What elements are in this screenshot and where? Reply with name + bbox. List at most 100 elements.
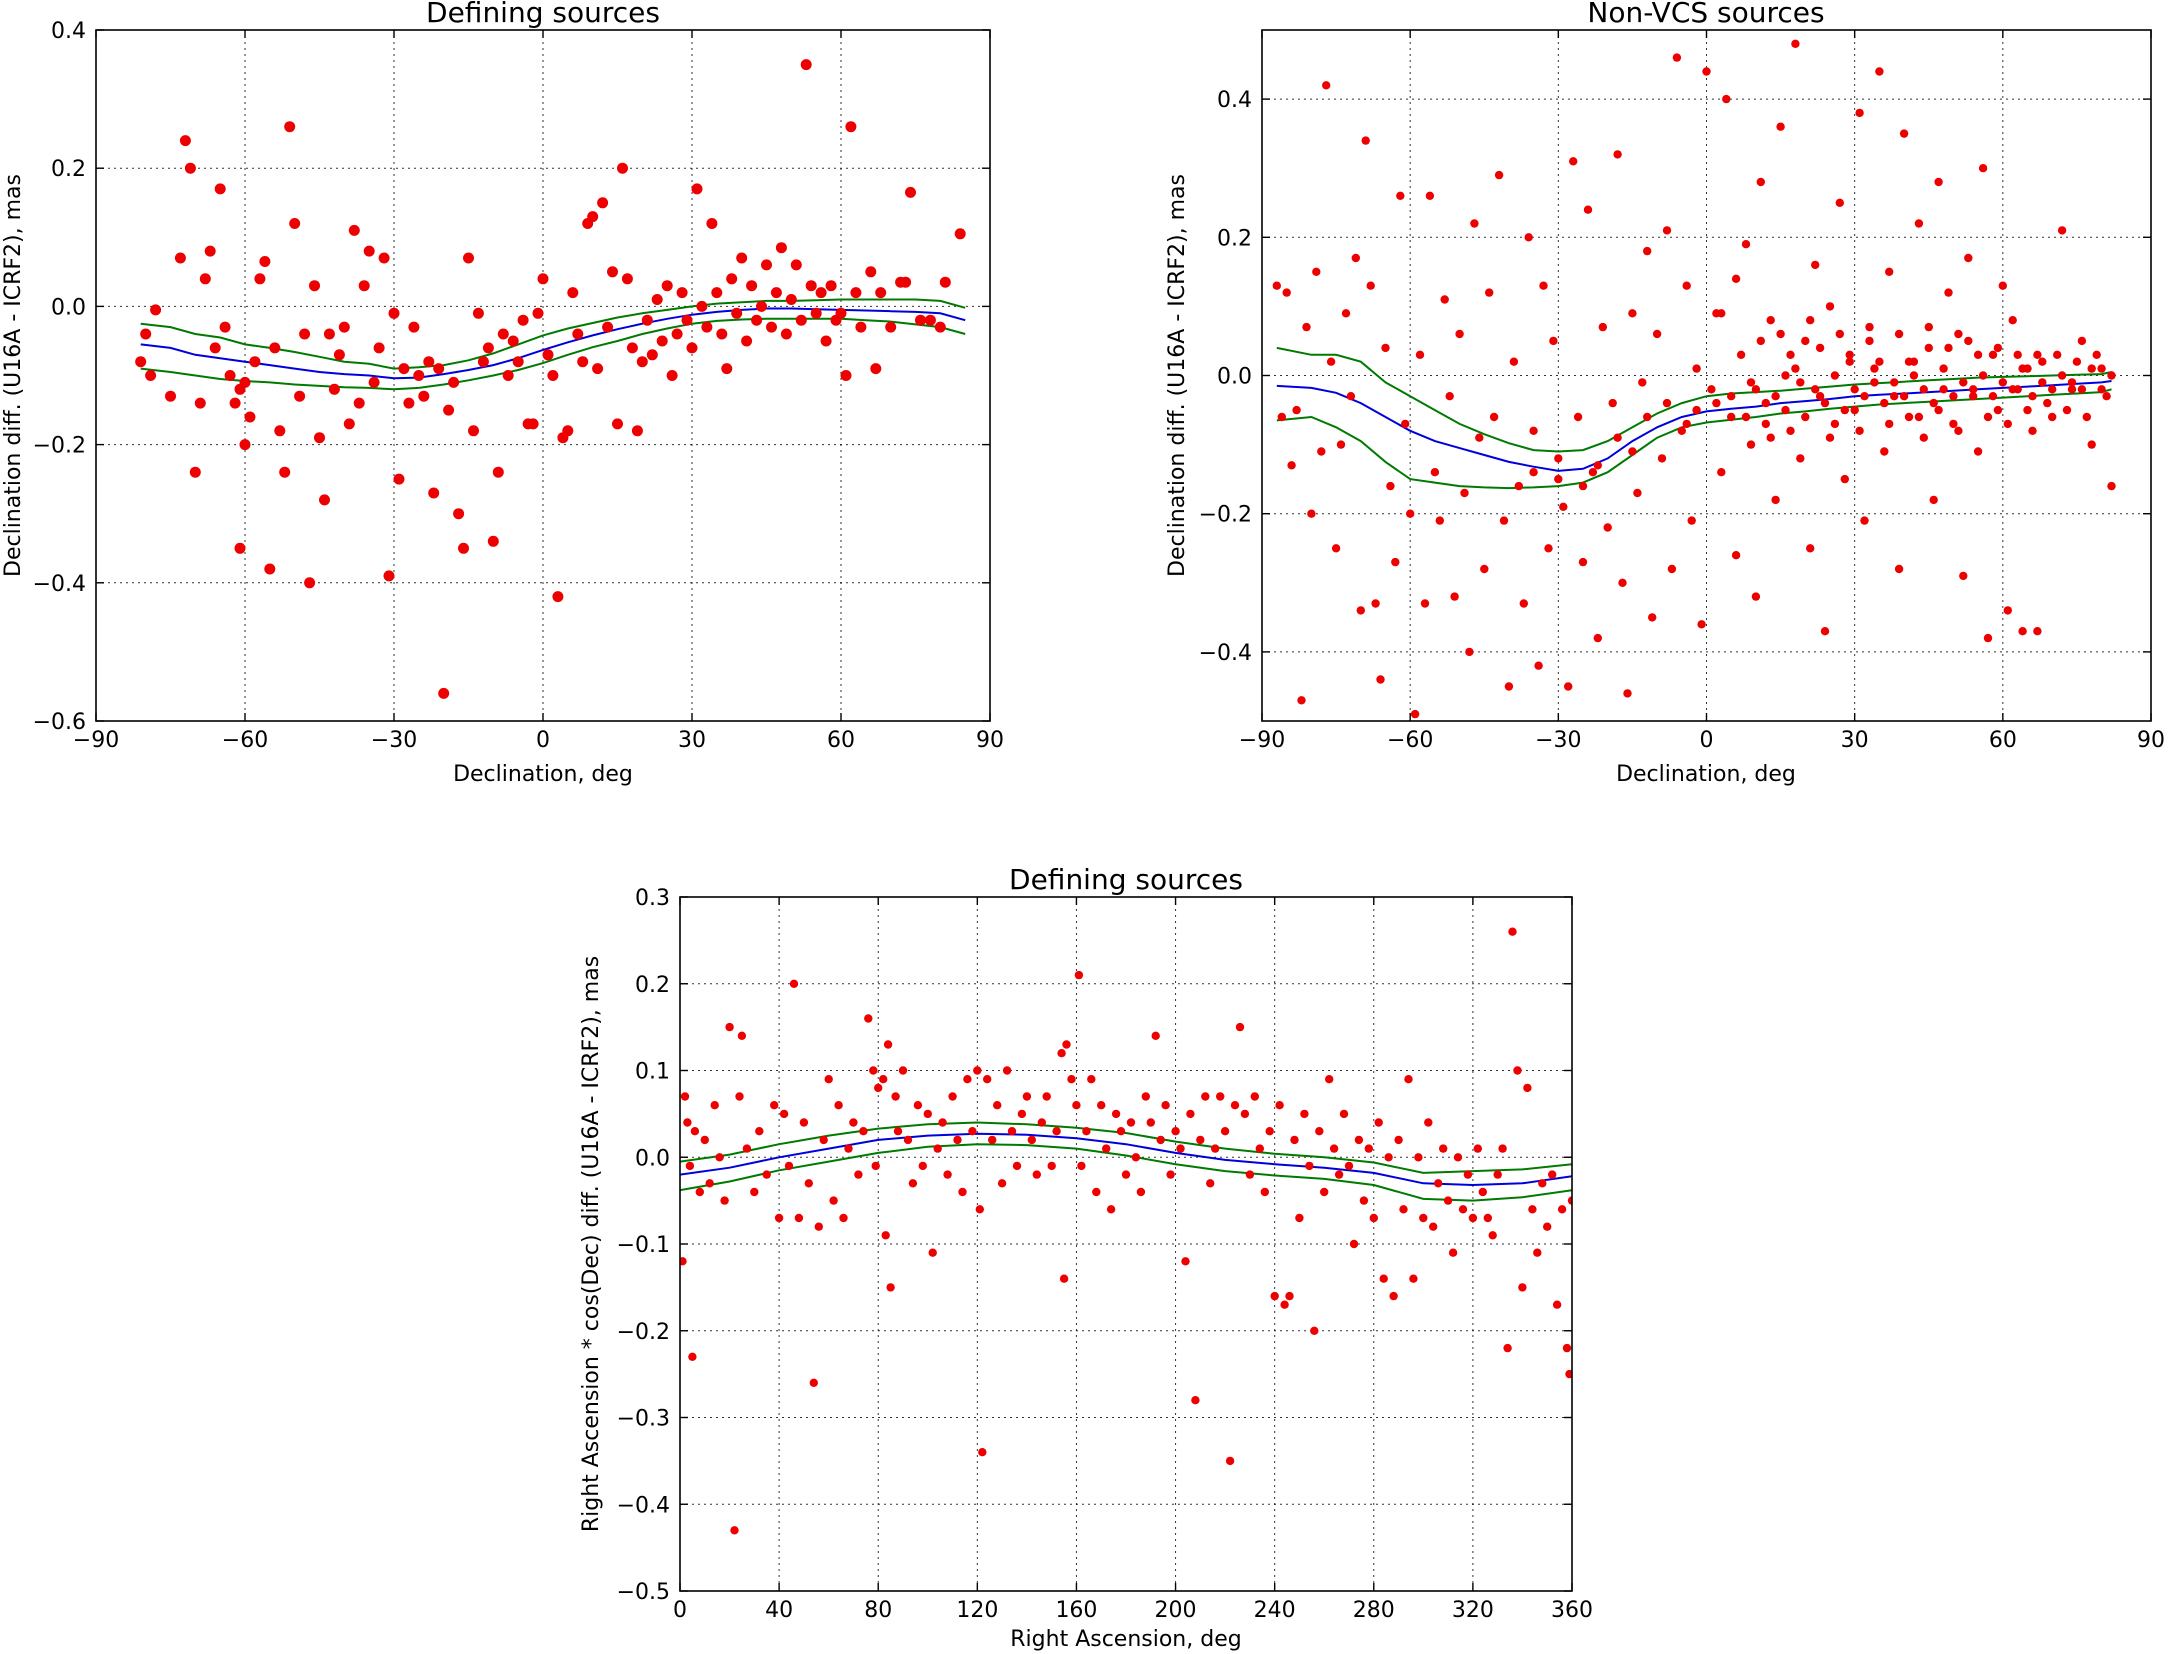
data-point [1544,544,1553,553]
data-point [413,370,425,381]
data-point [1042,1092,1051,1101]
data-point [885,321,897,333]
data-point [244,411,256,423]
data-point [814,1222,823,1231]
data-point [854,1170,863,1179]
data-point [849,1118,858,1127]
data-point [229,397,241,409]
data-point [1578,481,1588,491]
x-tick-label: 90 [2137,728,2165,753]
data-point [762,1170,771,1179]
data-point [1727,412,1736,422]
data-point [903,1135,913,1145]
data-point [1860,392,1869,401]
data-point [701,321,713,333]
data-point [2033,350,2042,359]
data-point [1786,426,1795,435]
data-point [1448,1248,1458,1257]
data-point [1727,392,1736,401]
data-point [859,1127,868,1136]
data-point [1914,219,1924,228]
data-point [1307,509,1316,518]
data-point [1463,1170,1473,1179]
data-point [179,135,191,147]
data-point [1498,1144,1507,1153]
data-point [1552,1300,1562,1309]
data-point [174,252,186,264]
data-point [294,390,306,402]
data-point [746,280,758,292]
upper-bound-line [140,298,966,370]
data-point [865,266,877,278]
data-point [933,1144,942,1153]
data-point [1460,488,1469,498]
data-point [1473,1144,1483,1153]
data-point [1993,343,2003,353]
data-point [264,563,276,575]
plot-area [1272,39,2116,719]
data-point [1489,412,1499,422]
data-point [804,1179,813,1188]
data-point [1983,633,1993,643]
data-point [214,183,226,195]
data-point [1791,39,1800,48]
data-point [1934,177,1943,187]
data-point [1440,295,1449,304]
data-point [597,197,609,209]
data-point [1835,329,1845,339]
data-point [353,397,365,409]
data-point [2023,405,2032,415]
data-point [621,273,633,285]
data-point [913,1101,923,1110]
data-point [472,307,484,319]
x-tick-label: 30 [1841,728,1869,753]
data-point [279,466,291,478]
data-point [1533,1248,1542,1257]
data-point [1504,682,1514,691]
data-point [1806,544,1815,553]
data-point [685,1161,695,1171]
data-point [1265,1127,1274,1136]
data-point [1230,1101,1240,1110]
data-point [631,425,643,437]
data-point [1280,1300,1289,1309]
data-point [1954,426,1963,435]
data-point [1356,606,1366,615]
x-tick-label: 60 [1989,728,2017,753]
chart-title: Defining sources [426,0,660,29]
data-point [978,1448,987,1457]
data-point [789,979,799,988]
data-point [1419,1213,1428,1223]
data-point [1414,1153,1423,1162]
lower-bound-line [680,1143,1572,1202]
data-point [2043,398,2052,408]
data-point [766,321,777,333]
chart-title: Non-VCS sources [1587,0,1824,29]
x-tick-label: 60 [827,728,855,753]
data-point [1322,81,1331,90]
data-point [1300,1109,1309,1119]
data-point [1608,398,1617,408]
data-point [2087,364,2096,373]
data-point [2097,364,2106,373]
data-point [1524,233,1533,242]
data-point [1786,350,1795,359]
data-point [1978,164,1988,173]
data-point [721,363,733,375]
data-point [1534,661,1543,670]
data-point [1840,405,1850,415]
data-point [1756,177,1766,187]
data-point [958,1187,967,1197]
data-point [1007,1127,1017,1136]
data-point [289,218,301,229]
data-point [1623,689,1632,698]
x-tick-label: 320 [1452,1598,1494,1623]
data-point [1359,1196,1369,1205]
x-tick-label: −90 [1239,728,1285,753]
data-point [358,280,370,292]
data-point [1964,253,1973,263]
data-point [651,294,663,305]
data-point [418,390,430,402]
y-tick-label: 0.0 [51,295,86,320]
panel-defining-dec: Defining sources Declination, deg Declin… [1,0,1004,787]
